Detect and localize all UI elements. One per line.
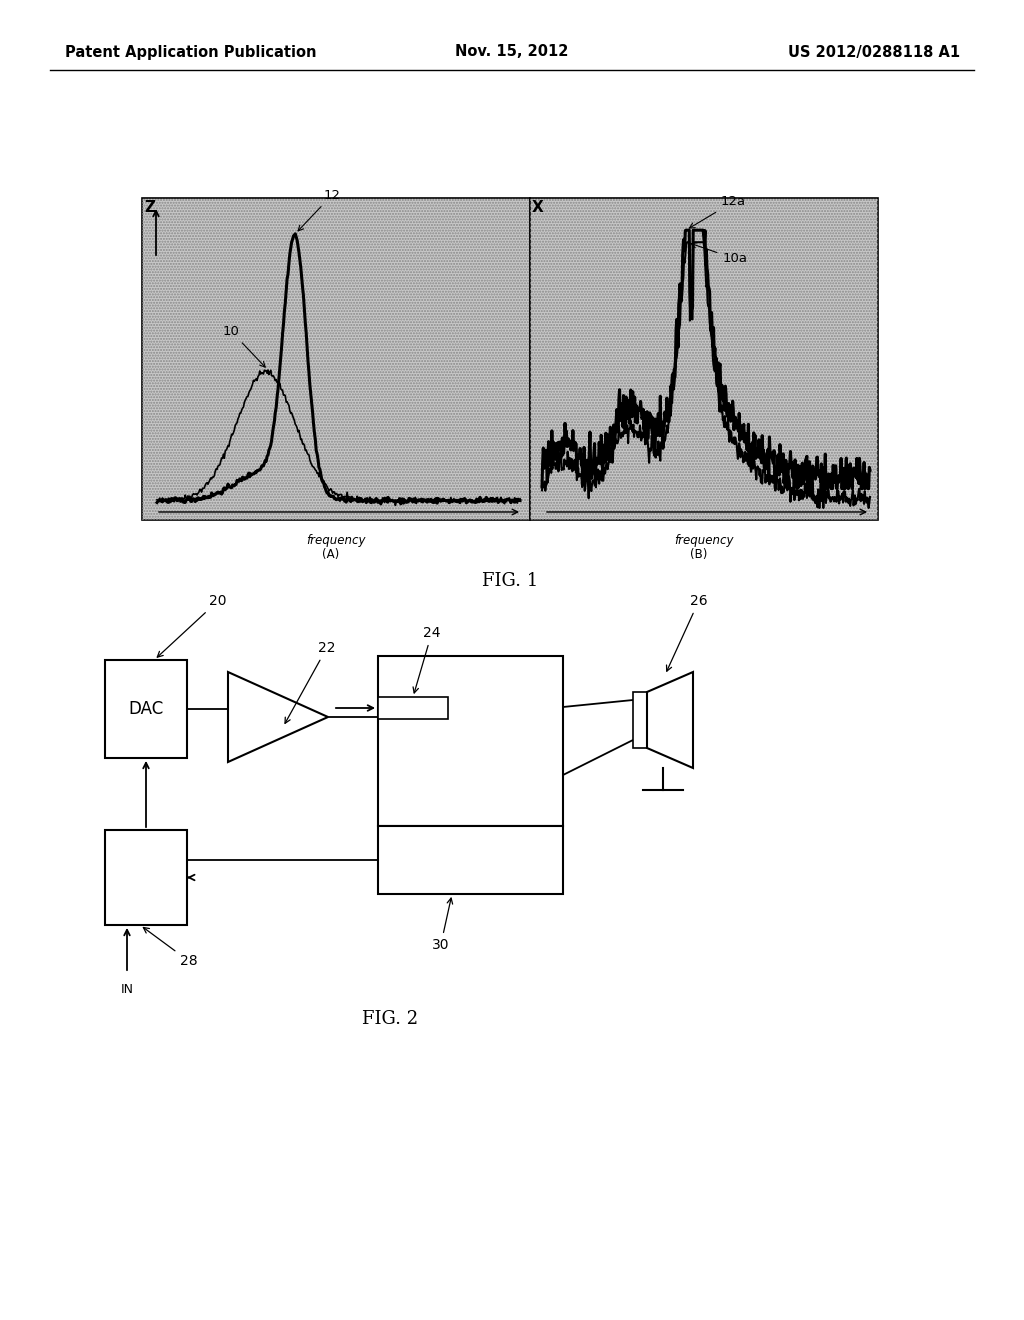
- Text: FIG. 2: FIG. 2: [361, 1010, 418, 1028]
- Text: 12: 12: [298, 189, 340, 231]
- Text: frequency: frequency: [306, 535, 366, 546]
- Bar: [378, 697, 449, 719]
- Text: 10: 10: [223, 325, 265, 367]
- Text: 28: 28: [143, 928, 198, 968]
- Text: (A): (A): [323, 548, 340, 561]
- Text: frequency: frequency: [674, 535, 734, 546]
- Text: IN: IN: [121, 983, 133, 997]
- Text: X: X: [532, 201, 544, 215]
- Text: Z: Z: [144, 201, 155, 215]
- Text: 24: 24: [413, 626, 440, 693]
- Text: Nov. 15, 2012: Nov. 15, 2012: [456, 45, 568, 59]
- Text: Patent Application Publication: Patent Application Publication: [65, 45, 316, 59]
- Text: 10a: 10a: [691, 243, 748, 265]
- Text: (B): (B): [690, 548, 708, 561]
- Bar: [142, 198, 530, 520]
- Text: 22: 22: [285, 642, 336, 723]
- Text: 30: 30: [432, 898, 453, 952]
- Bar: [530, 198, 878, 520]
- Bar: [378, 656, 563, 826]
- Bar: [530, 198, 878, 520]
- Bar: [105, 830, 187, 925]
- Text: DAC: DAC: [128, 700, 164, 718]
- Polygon shape: [228, 672, 328, 762]
- Bar: [142, 198, 530, 520]
- Bar: [378, 826, 563, 894]
- Bar: [633, 692, 647, 748]
- Text: 26: 26: [667, 594, 708, 671]
- Text: US 2012/0288118 A1: US 2012/0288118 A1: [787, 45, 961, 59]
- Polygon shape: [647, 672, 693, 768]
- Bar: [105, 660, 187, 758]
- Text: 20: 20: [158, 594, 226, 657]
- Text: FIG. 1: FIG. 1: [482, 572, 539, 590]
- Text: 12a: 12a: [689, 195, 746, 228]
